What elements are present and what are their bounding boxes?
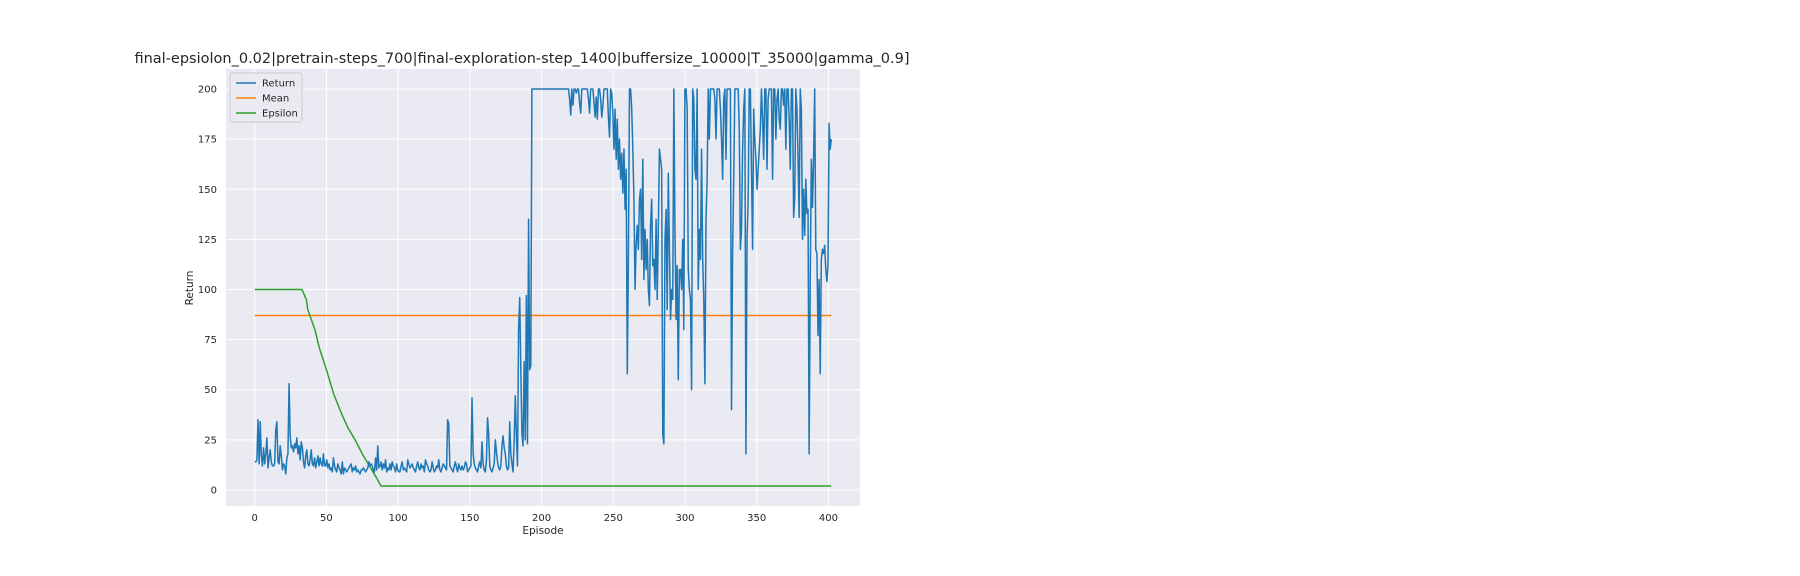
legend: Return Mean Epsilon: [229, 72, 303, 123]
chart-title: final-epsiolon_0.02|pretrain-steps_700|f…: [134, 51, 909, 67]
x-tick-label: 200: [532, 513, 551, 524]
legend-box: [229, 72, 303, 123]
x-tick-label: 50: [320, 513, 333, 524]
y-tick-label: 75: [204, 335, 217, 346]
x-tick-label: 400: [819, 513, 838, 524]
x-axis-ticks: 0 50 100 150 200 250 300 350 400: [252, 513, 838, 524]
plot-background: [226, 69, 860, 506]
series-line-return: [254, 88, 833, 475]
y-axis-ticks: 0 25 50 75 100 125 150 175 200: [198, 85, 217, 497]
y-tick-label: 25: [204, 435, 217, 446]
x-axis-label: Episode: [522, 525, 563, 537]
y-axis-label: Return: [184, 271, 196, 306]
legend-label-mean: Mean: [262, 94, 289, 105]
y-tick-label: 125: [198, 235, 217, 246]
y-tick-label: 100: [198, 285, 217, 296]
plot-area: [226, 69, 860, 506]
y-tick-label: 200: [198, 85, 217, 96]
legend-label-return: Return: [262, 79, 295, 90]
y-tick-label: 150: [198, 185, 217, 196]
legend-label-epsilon: Epsilon: [262, 109, 298, 120]
legend-items: Return Mean Epsilon: [236, 79, 298, 120]
x-tick-label: 350: [747, 513, 766, 524]
x-tick-label: 300: [675, 513, 694, 524]
y-tick-label: 0: [211, 485, 217, 496]
series-layer: [254, 88, 833, 487]
x-tick-label: 250: [604, 513, 623, 524]
series-line-epsilon: [254, 288, 832, 487]
y-tick-label: 175: [198, 135, 217, 146]
x-tick-label: 100: [389, 513, 408, 524]
y-tick-label: 50: [204, 385, 217, 396]
x-tick-label: 150: [460, 513, 479, 524]
x-tick-label: 0: [252, 513, 258, 524]
